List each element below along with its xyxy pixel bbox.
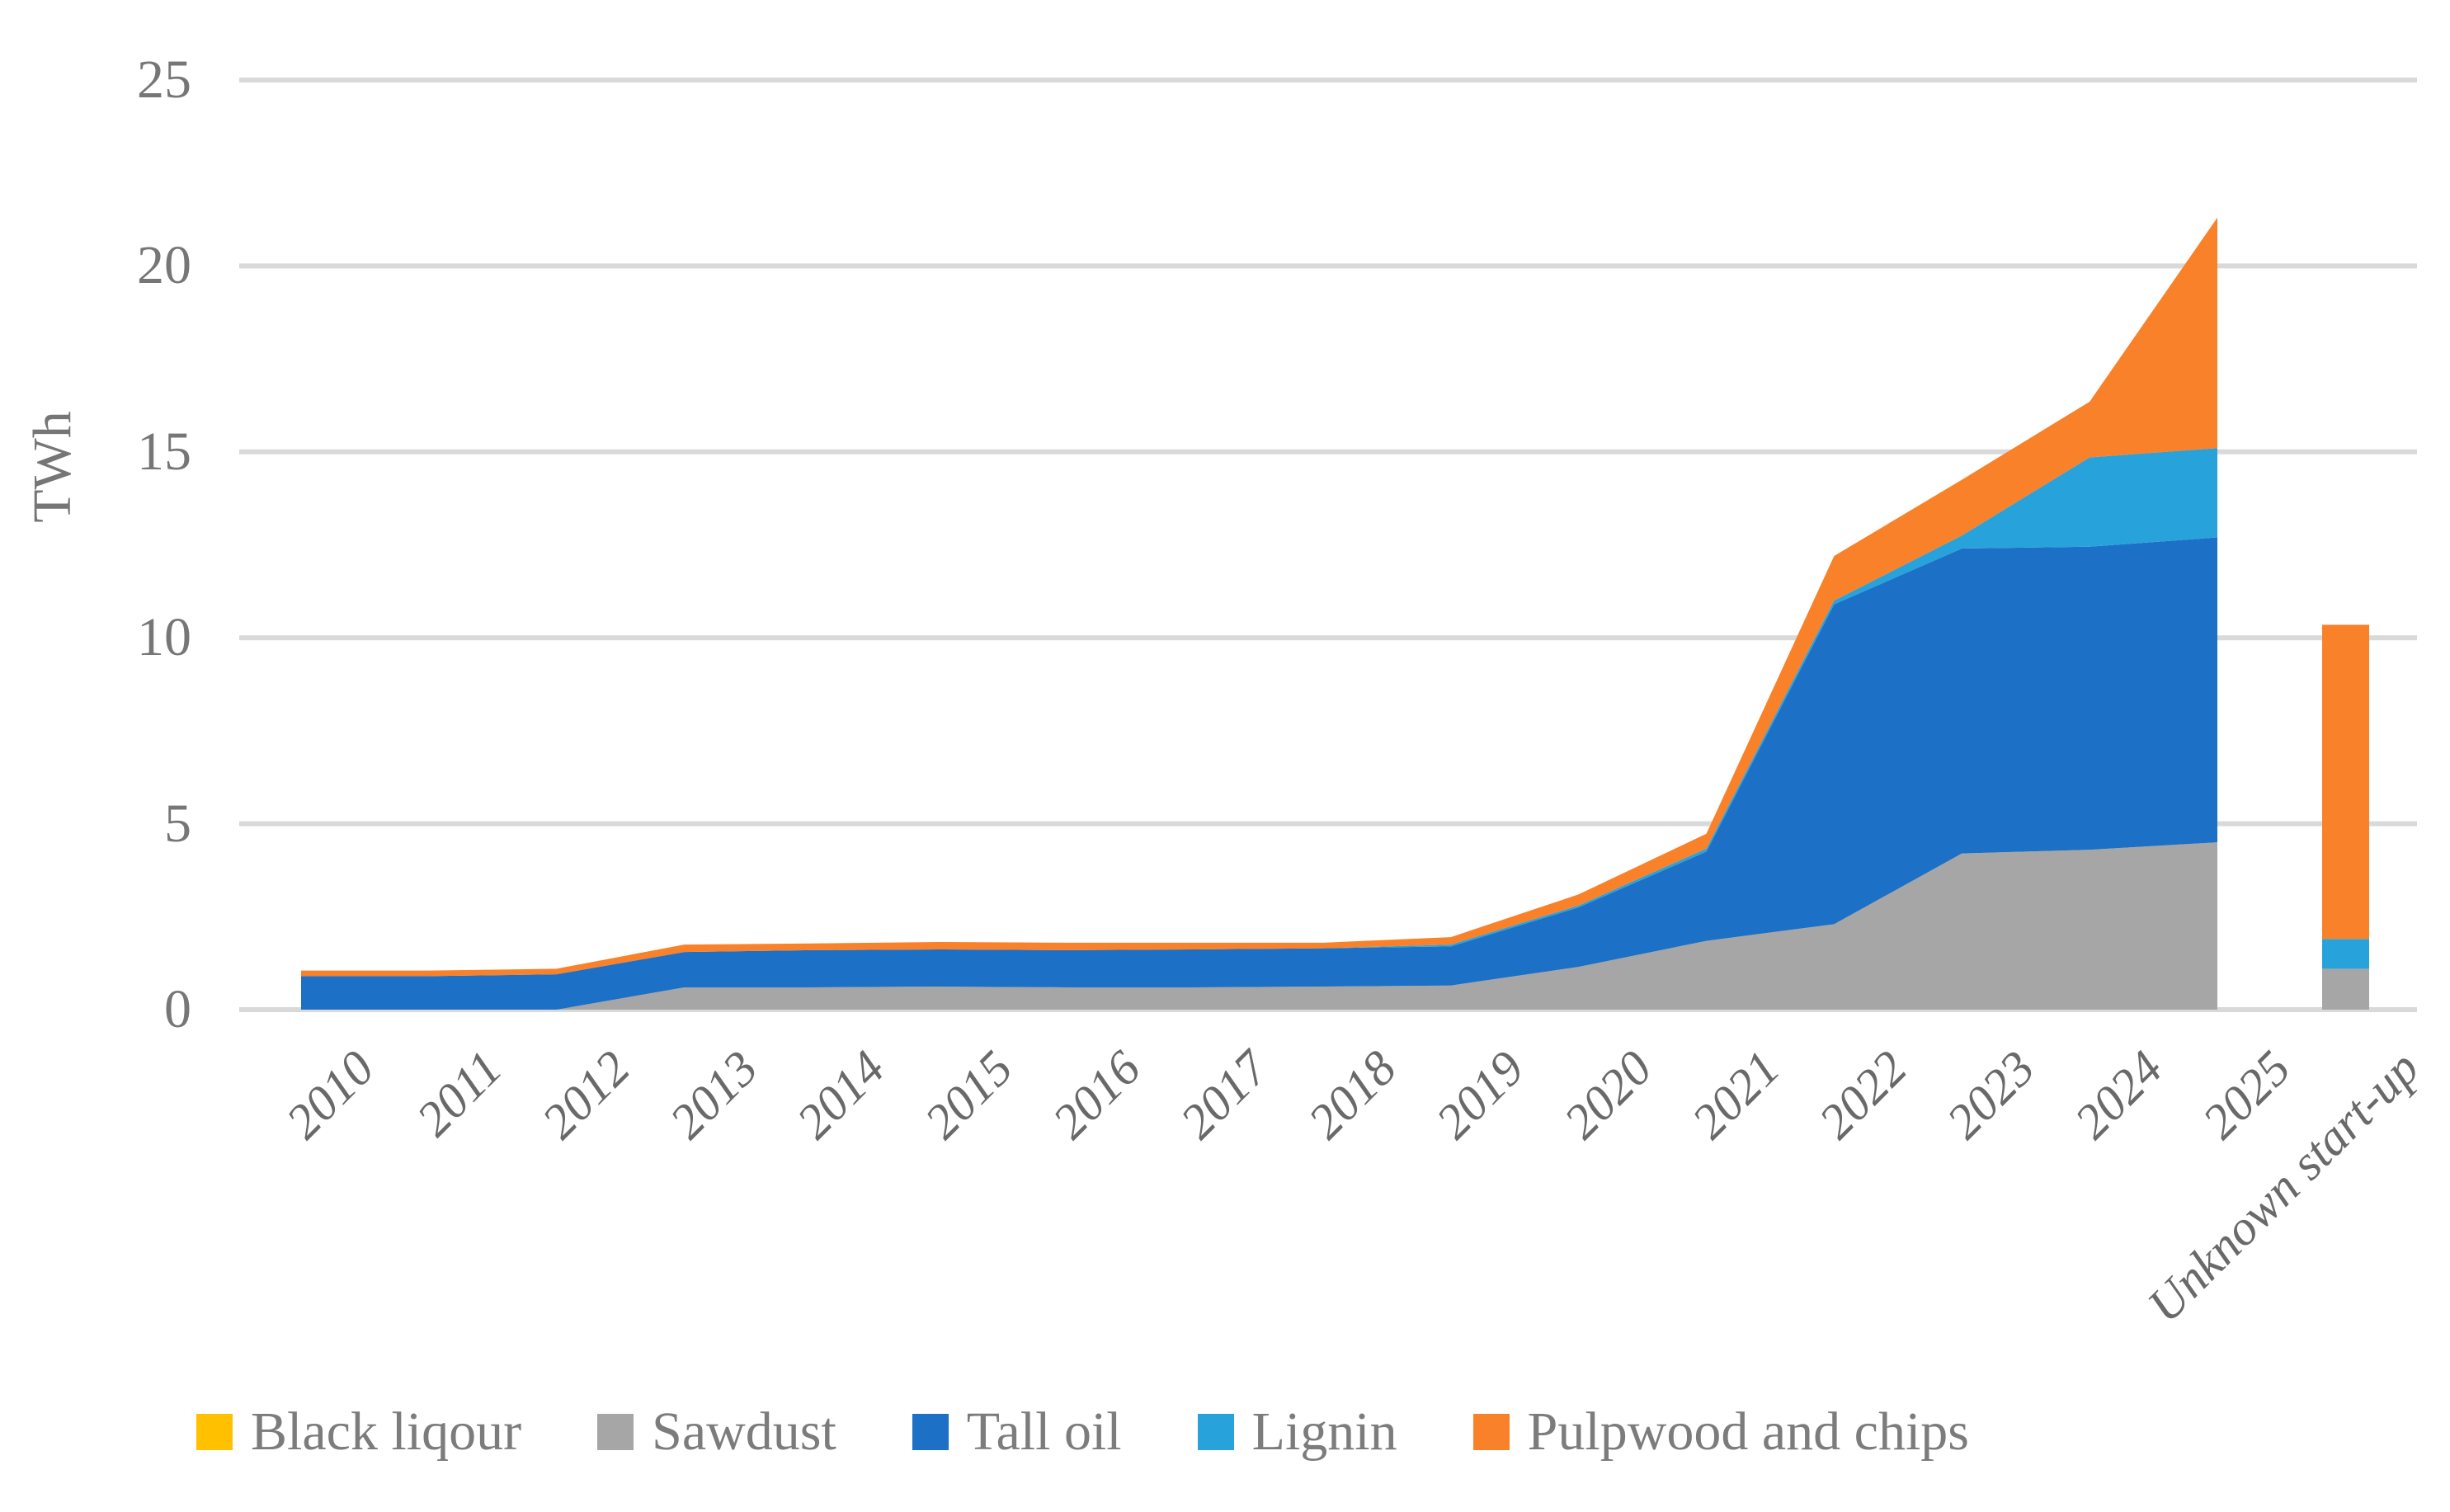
y-tick-label-15: 15 xyxy=(137,421,191,482)
area-series-tall-oil xyxy=(301,537,2217,1010)
legend-item-black-liqour: Black liqour xyxy=(196,1401,521,1463)
legend-item-sawdust: Sawdust xyxy=(597,1401,836,1463)
legend-label-tall-oil: Tall oil xyxy=(966,1401,1122,1462)
legend-swatch-tall-oil xyxy=(912,1414,949,1450)
legend-swatch-lignin xyxy=(1197,1414,1234,1450)
bar-segment-pulpwood-and-chips xyxy=(2322,624,2369,940)
y-tick-label-20: 20 xyxy=(137,235,191,296)
area-series-sawdust xyxy=(301,842,2217,1010)
area-series-lignin xyxy=(301,448,2217,977)
legend: Black liqour Sawdust Tall oil Lignin Pulpwoo… xyxy=(196,1401,1969,1463)
legend-swatch-pulpwood-and-chips xyxy=(1472,1414,1510,1450)
y-tick-label-0: 0 xyxy=(164,979,191,1039)
y-tick-label-5: 5 xyxy=(164,793,191,854)
legend-label-lignin: Lignin xyxy=(1251,1401,1397,1462)
bar-segment-lignin xyxy=(2322,939,2369,969)
y-tick-label-10: 10 xyxy=(137,607,191,668)
legend-label-black-liqour: Black liqour xyxy=(251,1401,522,1462)
legend-swatch-black-liqour xyxy=(196,1414,233,1450)
area-series-pulpwood-and-chips xyxy=(301,217,2217,977)
legend-item-lignin: Lignin xyxy=(1197,1401,1397,1463)
legend-item-tall-oil: Tall oil xyxy=(912,1401,1122,1463)
legend-label-pulpwood-and-chips: Pulpwood and chips xyxy=(1527,1401,1969,1462)
y-tick-label-25: 25 xyxy=(137,49,191,110)
legend-label-sawdust: Sawdust xyxy=(652,1401,836,1462)
legend-swatch-sawdust xyxy=(597,1414,634,1450)
legend-item-pulpwood-and-chips: Pulpwood and chips xyxy=(1472,1401,1969,1463)
bar-segment-sawdust xyxy=(2322,968,2369,1010)
